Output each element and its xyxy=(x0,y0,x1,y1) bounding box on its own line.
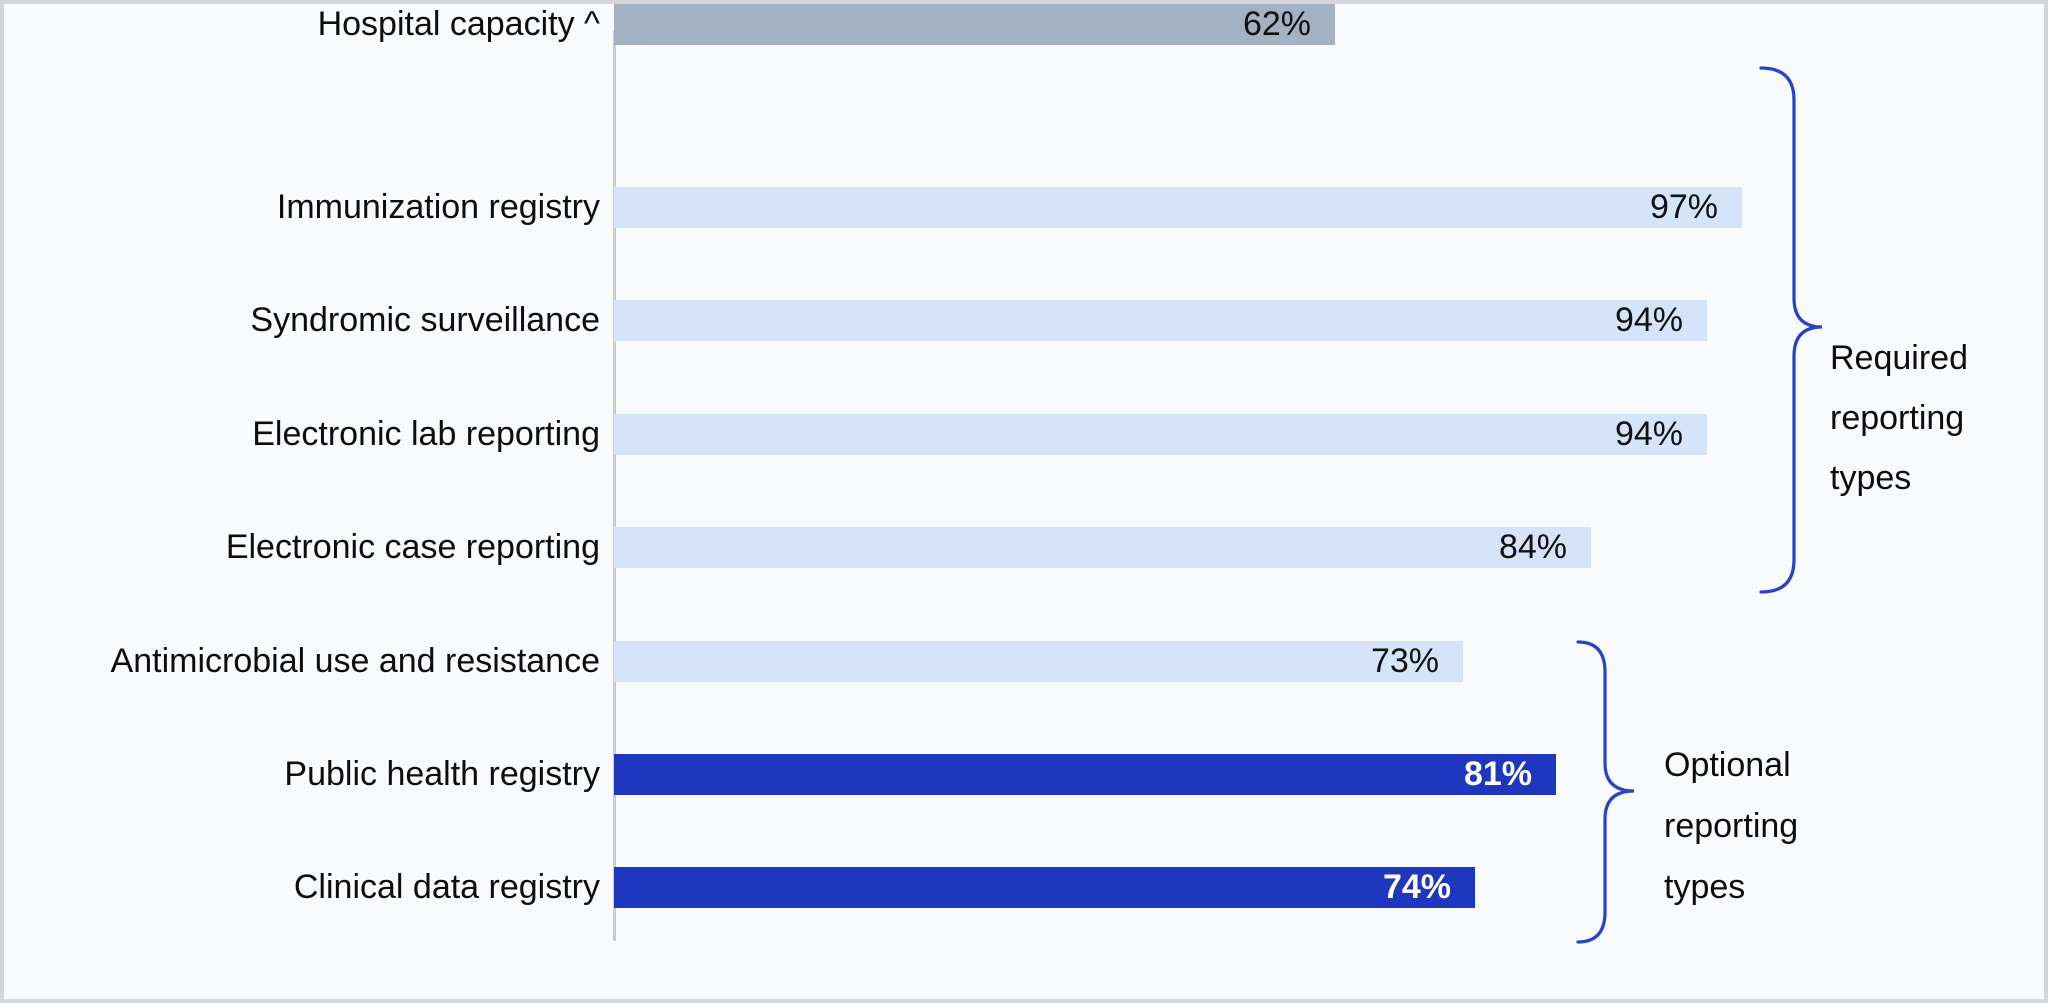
value-label: 81% xyxy=(1463,755,1532,793)
value-label: 74% xyxy=(1382,868,1451,906)
bar-antimicrobial-use-and-resistance: 73% xyxy=(614,641,1463,682)
bar-public-health-registry: 81% xyxy=(614,754,1556,795)
category-label: Immunization registry xyxy=(276,188,600,226)
bar-row: Immunization registry 97% xyxy=(4,187,2044,228)
value-label: 94% xyxy=(1614,415,1683,453)
optional-group-label-line: Optional xyxy=(1664,746,1791,784)
bar-clinical-data-registry: 74% xyxy=(614,867,1475,908)
bar-syndromic-surveillance: 94% xyxy=(614,300,1707,341)
bar-row: Electronic lab reporting 94% xyxy=(4,414,2044,455)
value-label: 73% xyxy=(1370,642,1439,680)
bar-row: Antimicrobial use and resistance 73% xyxy=(4,641,2044,682)
value-label: 84% xyxy=(1498,528,1567,566)
bar-electronic-case-reporting: 84% xyxy=(614,527,1591,568)
category-label: Clinical data registry xyxy=(293,868,600,906)
required-group-label-line: Required xyxy=(1830,339,1968,377)
value-label: 97% xyxy=(1649,188,1718,226)
value-label: 94% xyxy=(1614,301,1683,339)
y-axis-line xyxy=(613,31,616,941)
bar-row: Clinical data registry 74% xyxy=(4,867,2044,908)
optional-group-label-line: types xyxy=(1664,868,1746,906)
optional-group-label: Optional reporting types xyxy=(1664,735,1798,918)
value-label: 62% xyxy=(1242,5,1311,43)
category-label: Public health registry xyxy=(284,755,600,793)
category-label: Electronic lab reporting xyxy=(252,415,600,453)
bar-row: Hospital capacity ^ 62% xyxy=(4,4,2044,45)
optional-group-label-line: reporting xyxy=(1664,807,1799,845)
required-group-label: Required reporting types xyxy=(1830,328,1968,508)
required-group-label-line: reporting xyxy=(1830,399,1965,437)
category-label: Hospital capacity ^ xyxy=(317,5,600,43)
bar-immunization-registry: 97% xyxy=(614,187,1742,228)
category-label: Antimicrobial use and resistance xyxy=(110,642,600,680)
bar-hospital-capacity: 62% xyxy=(614,4,1335,45)
bar-row: Electronic case reporting 84% xyxy=(4,527,2044,568)
bar-row: Syndromic surveillance 94% xyxy=(4,300,2044,341)
bar-electronic-lab-reporting: 94% xyxy=(614,414,1707,455)
required-group-label-line: types xyxy=(1830,459,1912,497)
bar-row: Public health registry 81% xyxy=(4,754,2044,795)
category-label: Electronic case reporting xyxy=(225,528,600,566)
category-label: Syndromic surveillance xyxy=(250,301,600,339)
